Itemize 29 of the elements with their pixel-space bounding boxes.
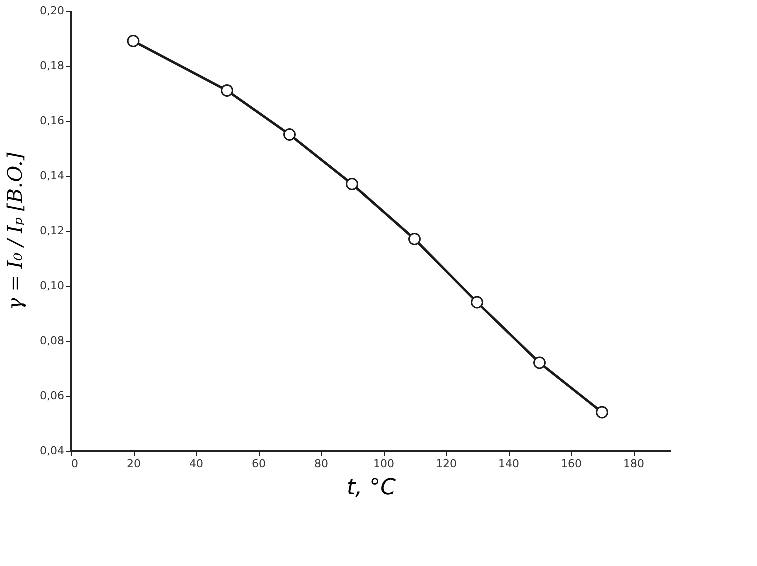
x-tick-label: 160 [561,458,582,470]
point [346,178,358,190]
y-tick-label: 0,10 [40,280,64,292]
x-tick-label: 60 [252,458,266,470]
x-tick-label: 140 [498,458,520,470]
y-tick-label: 0,16 [40,114,64,128]
y-tick-label: 0,04 [40,444,64,458]
point [221,84,234,97]
y-tick-label: 0,06 [40,390,64,402]
y-tick-label: 0,18 [40,60,64,72]
x-axis-title: t, °C [347,476,397,500]
x-tick-label: 80 [314,458,328,470]
point [408,233,421,246]
point [127,35,140,48]
x-tick-label: 180 [624,458,644,470]
y-tick-label: 0,08 [40,334,64,348]
y-tick-label: 0,20 [40,4,64,18]
y-tick-label: 0,14 [40,170,64,182]
point [534,356,546,370]
point [471,296,484,309]
y-tick-label: 0,12 [40,224,64,238]
x-tick-label: 120 [436,458,457,470]
point [284,128,296,141]
x-tick-label: 0 [72,458,78,470]
y-axis-title: γ = I₀ / Iₚ [B.O.] [3,152,28,310]
x-tick-label: 40 [190,458,204,470]
point [596,406,608,419]
x-tick-label: 20 [127,458,141,470]
x-tick-label: 100 [374,458,394,470]
